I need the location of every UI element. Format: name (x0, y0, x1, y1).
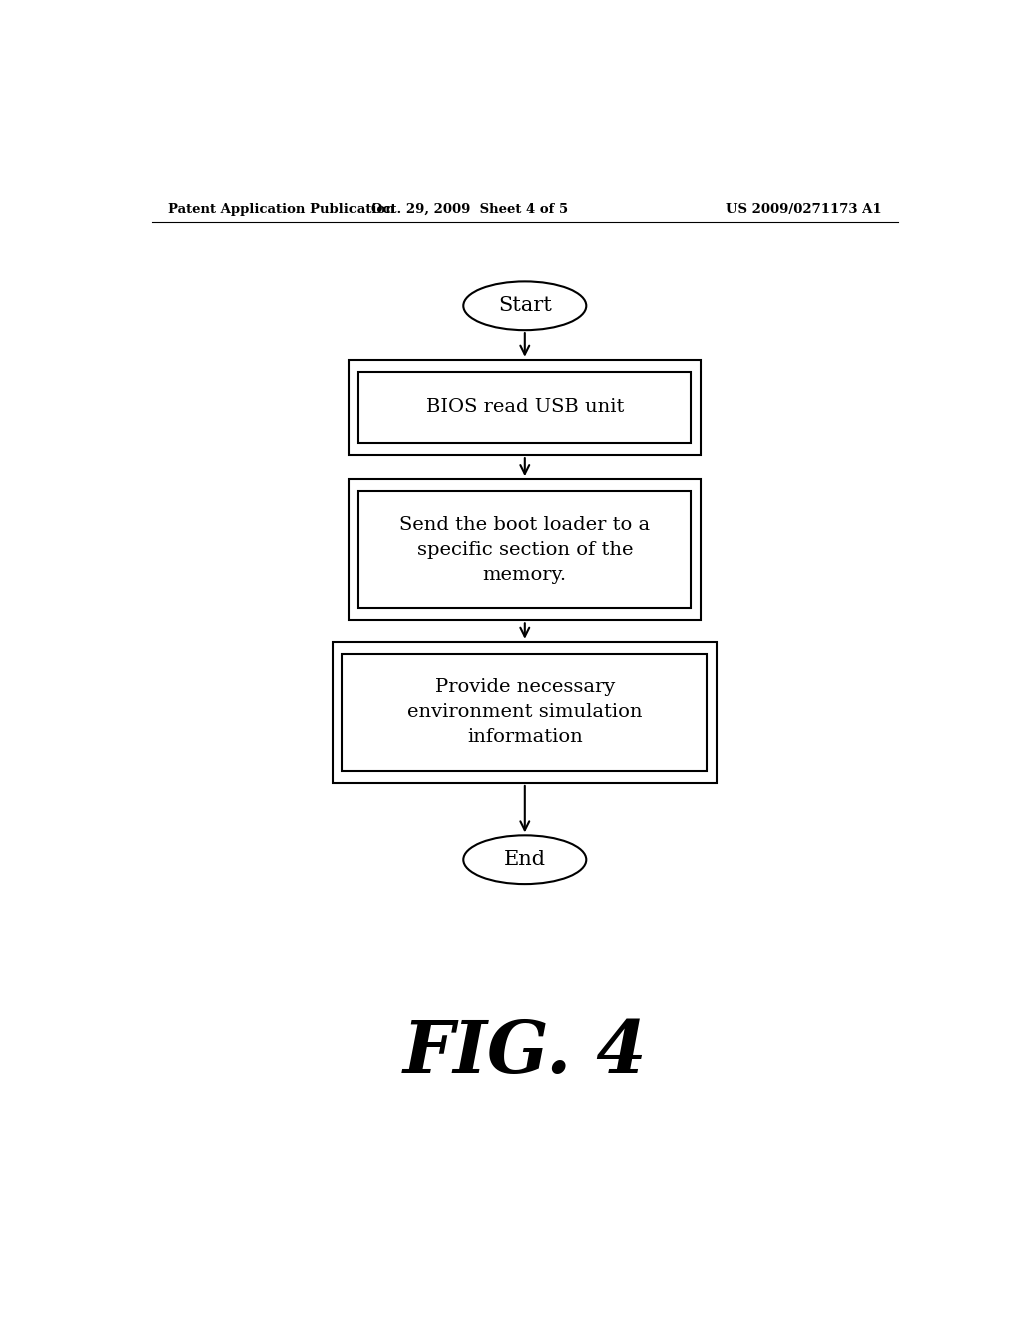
Text: Patent Application Publication: Patent Application Publication (168, 203, 394, 216)
Text: End: End (504, 850, 546, 869)
Bar (348, 359, 701, 455)
Text: Provide necessary
environment simulation
information: Provide necessary environment simulation… (408, 678, 642, 746)
Text: Send the boot loader to a
specific section of the
memory.: Send the boot loader to a specific secti… (399, 516, 650, 583)
Bar (358, 372, 691, 444)
Ellipse shape (463, 836, 587, 884)
Bar (358, 491, 691, 609)
Ellipse shape (463, 281, 587, 330)
Bar (342, 653, 708, 771)
Text: Oct. 29, 2009  Sheet 4 of 5: Oct. 29, 2009 Sheet 4 of 5 (371, 203, 568, 216)
Text: US 2009/0271173 A1: US 2009/0271173 A1 (726, 203, 882, 216)
Text: FIG. 4: FIG. 4 (402, 1018, 647, 1088)
Bar (333, 642, 717, 783)
Bar (348, 479, 701, 620)
Text: Start: Start (498, 296, 552, 315)
Text: BIOS read USB unit: BIOS read USB unit (426, 399, 624, 416)
